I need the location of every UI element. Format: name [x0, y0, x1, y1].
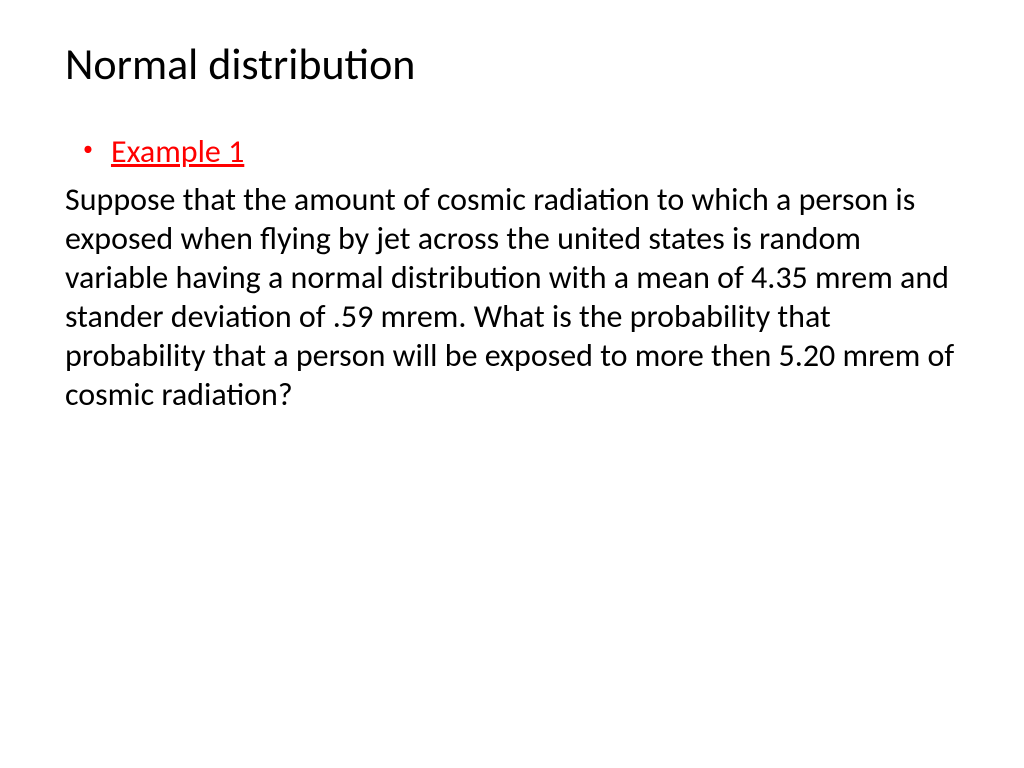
- bullet-icon: •: [83, 133, 93, 165]
- example-label: Example 1: [111, 133, 244, 171]
- slide-title: Normal distribution: [65, 40, 959, 88]
- bullet-item: • Example 1: [65, 133, 959, 171]
- body-paragraph: Suppose that the amount of cosmic radiat…: [65, 180, 959, 414]
